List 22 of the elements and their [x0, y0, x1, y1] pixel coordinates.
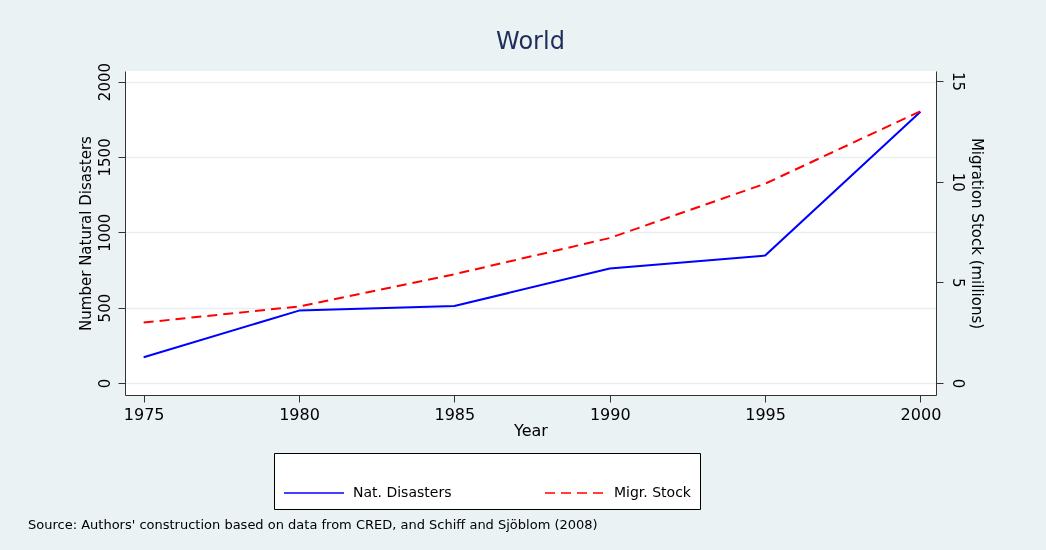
x-tick-label: 1975	[123, 404, 165, 424]
y-tick-label: 0	[95, 378, 114, 389]
y-axis-title: Number Natural Disasters	[76, 135, 95, 331]
y-tick-label: 500	[95, 293, 114, 323]
y2-tick-label: 10	[948, 172, 967, 192]
y-tick-label: 2000	[95, 62, 114, 102]
y2-tick-label: 15	[948, 72, 967, 92]
x-axis-title: Year	[513, 420, 549, 440]
x-tick-label: 1985	[434, 404, 476, 424]
chart-title: World	[496, 27, 565, 56]
y2-tick-label: 0	[948, 378, 967, 389]
y-tick-label: 1500	[95, 138, 114, 177]
y-tick-label: 1000	[95, 213, 114, 252]
source-note: Source: Authors' construction based on data from CRED, and Schiff and Sjöblom (2008)	[28, 517, 598, 532]
legend-label: Migr. Stock	[614, 484, 692, 500]
x-tick-label: 2000	[900, 404, 942, 424]
legend-label: Nat. Disasters	[353, 484, 452, 500]
x-tick-label: 1980	[279, 404, 320, 424]
y2-axis-title: Migration Stock (millions)	[967, 137, 986, 330]
y2-tick-label: 5	[948, 278, 967, 288]
x-tick-label: 1990	[589, 404, 631, 424]
x-tick-label: 1995	[745, 404, 786, 424]
